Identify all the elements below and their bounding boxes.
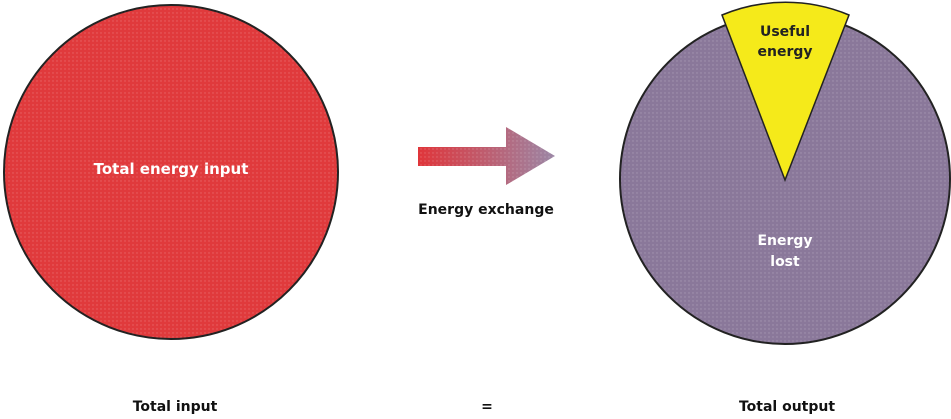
input-pie: Total energy input	[3, 4, 339, 340]
arrow-label: Energy exchange	[418, 202, 554, 218]
energy-exchange-arrow: Energy exchange	[418, 127, 555, 218]
useful-energy-slice	[721, 1, 850, 183]
caption-total-output: Total output	[739, 399, 835, 415]
useful-energy-label-line2: energy	[757, 44, 812, 60]
input-pie-texture	[5, 6, 337, 338]
lost-energy-label-line2: lost	[770, 254, 800, 270]
lost-energy-label-line1: Energy	[757, 233, 812, 249]
arrow-texture	[418, 127, 555, 185]
input-pie-label: Total energy input	[94, 160, 249, 178]
caption-total-input: Total input	[133, 399, 218, 415]
useful-energy-label-line1: Useful	[760, 24, 810, 40]
output-pie: Useful energy Energy lost	[619, 1, 951, 345]
caption-equals: =	[481, 399, 493, 415]
